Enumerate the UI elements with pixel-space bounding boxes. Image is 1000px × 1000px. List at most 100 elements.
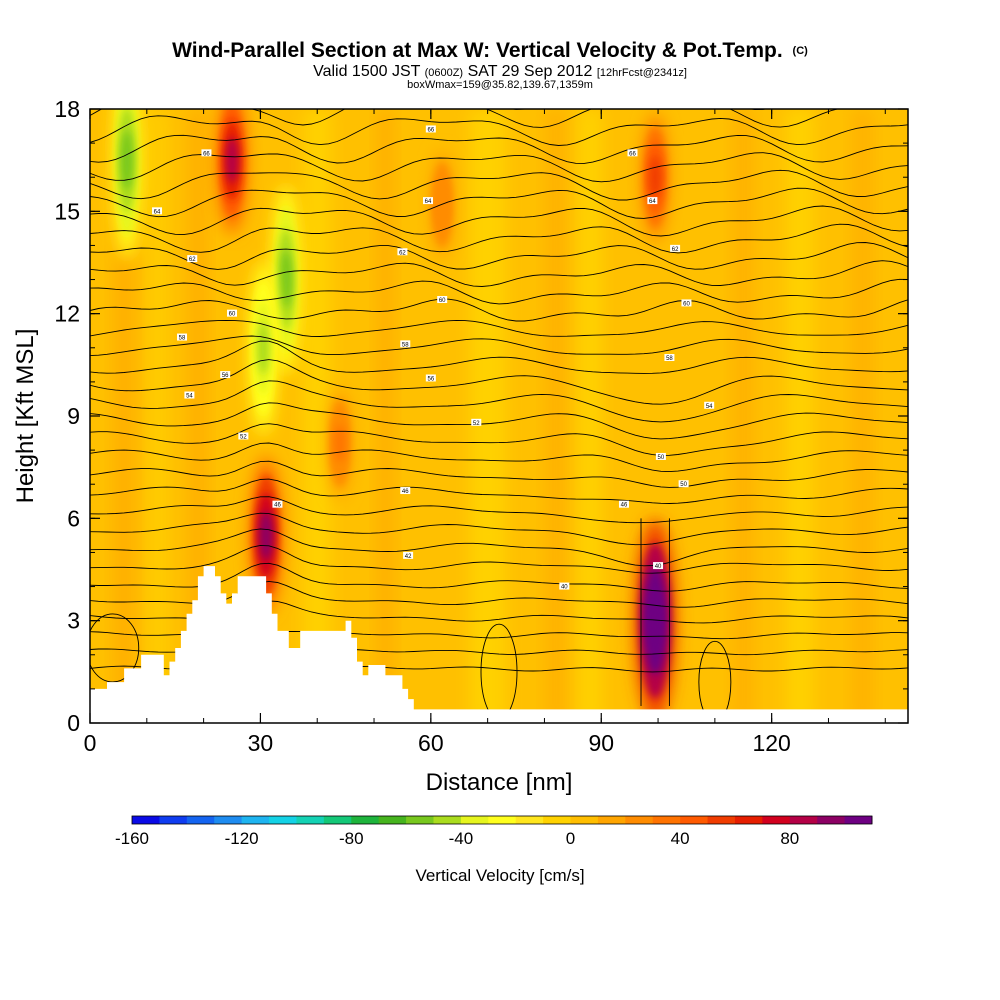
theta-label-box [670,244,681,252]
theta-contour [90,260,908,287]
theta-contour [90,223,908,254]
theta-label-box [618,500,629,508]
texture-streak [150,109,167,723]
downdraft-cell [271,184,301,375]
colorbar-swatch [323,816,352,824]
theta-label: 62 [670,244,681,253]
y-tick-label: 6 [67,505,80,531]
svg-text:Valid 1500 JST (0600Z): Valid 1500 JST (0600Z) SAT 29 Sep 2012 [… [313,63,687,80]
colorbar-swatch [817,816,846,824]
colorbar-swatch [707,816,736,824]
texture-streak [733,109,754,723]
colorbar-swatch [378,816,407,824]
colorbar-frame [131,815,873,825]
colorbar-swatch [460,816,489,824]
theta-contour [90,242,908,270]
colorbar-swatch [433,816,462,824]
x-tick-label: 0 [84,730,97,756]
texture-layer [114,109,873,723]
cell-level [649,156,662,199]
texture-streak [188,109,207,723]
theta-contour [90,169,908,201]
theta-label: 52 [238,432,249,440]
theta-label-box [227,309,238,317]
texture-streak [377,109,394,723]
colorbar-swatch [241,816,270,824]
theta-contour [90,423,908,456]
colorbar-swatch [844,816,873,824]
theta-contour [90,115,908,146]
theta-contour [90,478,908,504]
downdraft-cell [249,260,277,435]
theta-label-text: 60 [229,312,236,318]
theta-label-box [653,562,664,570]
theta-contour [90,402,908,440]
theta-label-text: 46 [402,489,409,495]
theta-label: 46 [618,500,629,509]
colorbar-swatch [625,816,654,824]
cell-level [121,130,133,190]
subtitle-box: boxWmax=159@35.82,139.67,1359m [407,79,593,91]
theta-contour [90,278,908,305]
theta-label-box [201,149,212,157]
theta-label: 56 [220,371,231,379]
y-tick-label: 15 [54,198,80,224]
colorbar-tick-label: 0 [566,829,575,848]
colorbar-swatch [132,816,160,824]
updraft-cell [327,386,353,500]
theta-label-text: 42 [405,554,412,560]
theta-label-box [220,371,231,379]
theta-label-box [403,551,414,559]
theta-label: 42 [403,551,414,560]
theta-label: 60 [227,309,238,318]
x-tick-label: 60 [418,730,444,756]
subtitle-valid: Valid 1500 JST [313,63,421,80]
theta-label-text: 40 [561,585,568,591]
theta-contour [90,442,908,473]
colorbar-tick-label: -80 [339,829,364,848]
texture-streak [852,109,873,723]
theta-contour [90,134,908,164]
colorbar-swatch [515,816,544,824]
theta-label-box [425,125,436,133]
theta-label-text: 64 [154,209,161,215]
colorbar-label: Vertical Velocity [cm/s] [415,866,584,885]
theta-label-text: 46 [274,503,281,509]
theta-label-box [627,149,638,157]
colorbar-swatch [214,816,243,824]
colorbar-swatch [597,816,626,824]
downdraft-cell [112,109,142,260]
theta-contour [90,109,840,128]
cell-level [257,321,269,375]
theta-label: 66 [201,149,212,157]
copyright-mark: (C) [793,45,809,57]
theta-label: 50 [655,452,666,461]
texture-streak [786,109,815,723]
colorbar-swatch [269,816,297,824]
theta-label-box [400,340,411,348]
colorbar-tick-label: -40 [449,829,474,848]
colorbar-swatch [570,816,599,824]
colorbar-swatch [734,816,763,824]
theta-label: 52 [471,418,482,427]
x-tick-label: 120 [752,730,790,756]
svg-text:Wind-Parallel Section at Max W: Wind-Parallel Section at Max W: Vertical… [172,39,808,62]
colorbar-swatch [543,816,572,824]
updraft-cell [640,111,670,243]
theta-label-text: 46 [621,503,628,509]
colorbar-swatch [406,816,434,824]
colorbar-swatch [652,816,681,824]
y-tick-label: 3 [67,608,80,634]
y-axis-label: Height [Kft MSL] [12,329,39,504]
theta-label-text: 50 [680,482,687,488]
theta-label-text: 60 [683,301,690,307]
cell-level [334,424,346,462]
theta-label-box [400,487,411,495]
theta-label: 66 [425,125,436,133]
theta-label-text: 64 [649,199,656,205]
theta-label: 62 [397,248,408,256]
theta-label-text: 60 [439,298,446,304]
colorbar-tick-label: -120 [225,829,259,848]
theta-label-text: 64 [425,199,432,205]
theta-label: 58 [177,333,188,342]
